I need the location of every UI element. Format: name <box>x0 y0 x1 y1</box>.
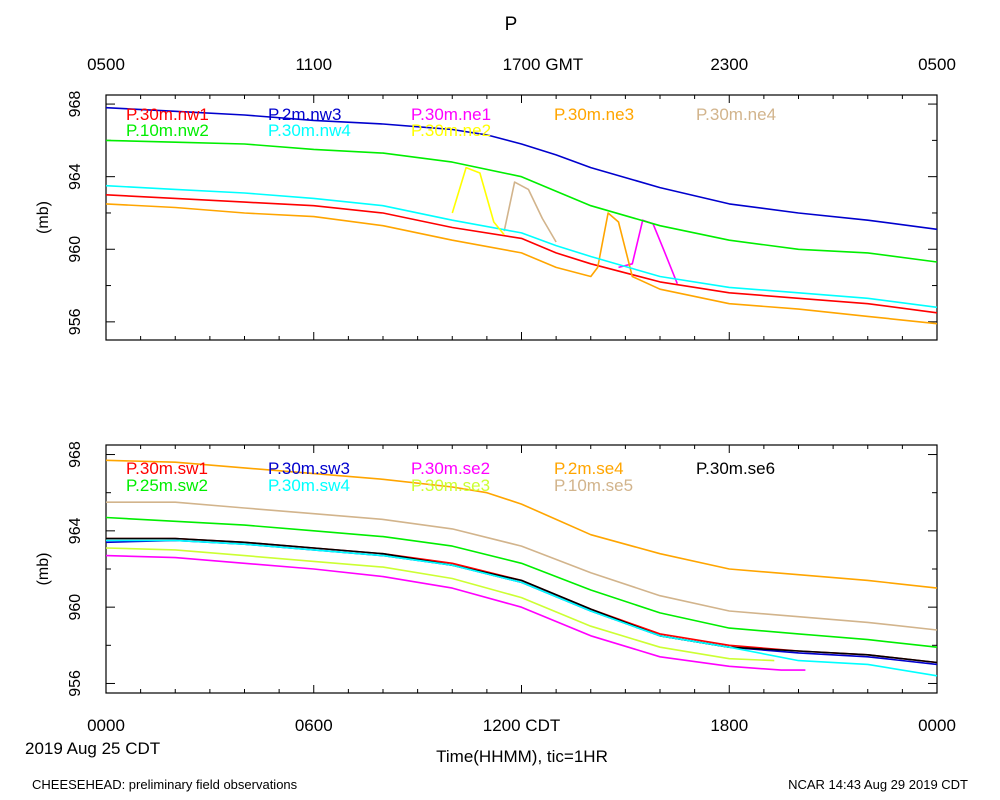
y-tick-label: 956 <box>67 308 84 335</box>
series-line-P.30m.nw4 <box>105 184 938 309</box>
legend-entry: P.30m.nw1 <box>126 105 209 124</box>
series-line-P.25m.sw2 <box>105 516 938 648</box>
top-axis-unit: GMT <box>545 55 583 74</box>
series-line-P.2m.se4 <box>105 459 938 589</box>
series-line-P.30m.se3 <box>105 547 775 662</box>
top-tick-label: 2300 <box>710 55 748 74</box>
series-line-P.30m.ne4 <box>503 181 557 243</box>
legend-entry: P.10m.nw2 <box>126 121 209 140</box>
footer-right: NCAR 14:43 Aug 29 2019 CDT <box>788 777 968 792</box>
y-axis-label: (mb) <box>35 201 52 234</box>
date-label: 2019 Aug 25 CDT <box>25 739 160 758</box>
y-tick-label: 968 <box>67 441 84 468</box>
legend-entry: P.30m.sw4 <box>268 476 350 495</box>
series-line-P.30m.ne2 <box>451 166 505 236</box>
top-axis-tick-labels: 0500 1100 1700 2300 0500 <box>87 55 956 74</box>
legend-entry: P.30m.nw4 <box>268 121 351 140</box>
y-tick-label: 960 <box>67 236 84 263</box>
figure-title: P <box>505 14 518 35</box>
plot-frame <box>105 94 938 341</box>
bottom-tick-label: 0600 <box>295 716 333 735</box>
series-line-P.10m.nw2 <box>105 139 938 263</box>
top-tick-label: 0500 <box>87 55 125 74</box>
legend-entry: P.30m.se3 <box>411 476 490 495</box>
legend-entry: P.10m.se5 <box>554 476 633 495</box>
legend-entry: P.30m.ne1 <box>411 105 491 124</box>
legend-entry: P.30m.ne2 <box>411 121 491 140</box>
series-line-P.30m.sw1 <box>106 537 938 664</box>
series-line-P.30m.se2 <box>105 554 806 671</box>
x-axis-label: Time(HHMM), tic=1HR <box>436 747 608 766</box>
legend-entry: P.30m.ne3 <box>554 105 634 124</box>
bottom-axis-tick-labels: 0000 0600 1200 CDT 1800 0000 <box>87 716 956 735</box>
series-line-P.30m.nw1 <box>105 194 938 314</box>
plot-frame <box>105 444 938 694</box>
y-tick-label: 956 <box>67 670 84 697</box>
y-tick-label: 960 <box>67 594 84 621</box>
legend-entry: P.2m.nw3 <box>268 105 341 124</box>
legend-entry: P.2m.se4 <box>554 459 624 478</box>
legend-entry: P.30m.ne4 <box>696 105 776 124</box>
series-line-P.30m.se6 <box>106 537 938 664</box>
y-tick-label: 968 <box>67 91 84 118</box>
top-tick-label: 1100 <box>295 55 332 74</box>
legend-entry: P.30m.sw3 <box>268 459 350 478</box>
legend-entry: P.30m.se2 <box>411 459 490 478</box>
series-line-P.30m.sw3 <box>105 539 938 666</box>
legend-entry: P.25m.sw2 <box>126 476 208 495</box>
y-tick-label: 964 <box>67 517 84 544</box>
series-line-P.30m.sw4 <box>106 539 938 677</box>
y-tick-label: 964 <box>67 163 84 190</box>
legend-entry: P.30m.se6 <box>696 459 775 478</box>
bottom-tick-label: 0000 <box>87 716 125 735</box>
bottom-tick-label: 1800 <box>710 716 748 735</box>
footer-left: CHEESEHEAD: preliminary field observatio… <box>32 777 298 792</box>
bottom-tick-label: 1200 CDT <box>483 716 560 735</box>
series-line-P.30m.ne3 <box>105 203 938 325</box>
series-line-P.10m.se5 <box>106 501 938 631</box>
y-axis-label: (mb) <box>35 553 52 586</box>
legend-entry: P.30m.sw1 <box>126 459 208 478</box>
top-tick-label: 1700 <box>503 55 541 74</box>
top-tick-label: 0500 <box>918 55 956 74</box>
bottom-tick-label: 0000 <box>918 716 956 735</box>
series-line-P.2m.nw3 <box>105 106 938 231</box>
